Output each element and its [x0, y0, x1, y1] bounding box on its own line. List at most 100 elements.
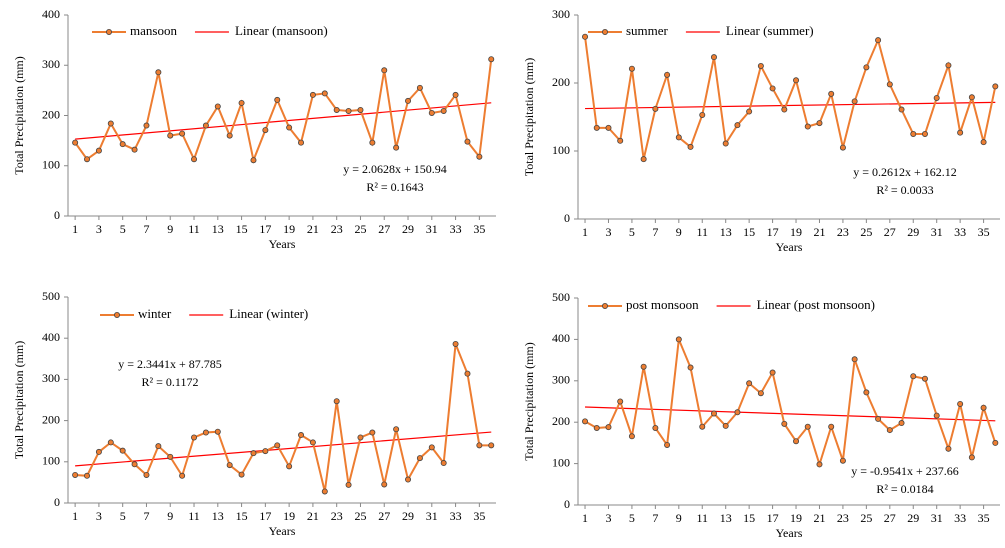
x-tick-label: 17	[767, 511, 779, 525]
point	[238, 99, 245, 106]
y-tick-label: 400	[42, 7, 60, 21]
annotation: y = 2.3441x + 87.785	[118, 357, 222, 371]
point	[202, 429, 209, 436]
point	[84, 156, 91, 163]
x-tick-label: 19	[790, 511, 802, 525]
point	[734, 409, 741, 416]
x-tick-label: 25	[354, 222, 366, 236]
y-tick-label: 300	[552, 373, 570, 387]
point	[262, 448, 269, 455]
x-tick-label: 19	[790, 225, 802, 239]
annotation: R² = 0.1172	[142, 375, 199, 389]
point	[804, 423, 811, 430]
x-tick-label: 11	[188, 222, 200, 236]
point	[992, 439, 999, 446]
point	[851, 98, 858, 105]
point	[428, 444, 435, 451]
y-tick-label: 500	[42, 289, 60, 303]
legend-label: winter	[138, 306, 172, 321]
point	[226, 132, 233, 139]
point	[226, 462, 233, 469]
point	[593, 124, 600, 131]
x-axis-label: Years	[269, 237, 296, 251]
x-tick-label: 1	[582, 511, 588, 525]
x-tick-label: 3	[605, 511, 611, 525]
point	[710, 54, 717, 61]
x-tick-label: 31	[931, 511, 943, 525]
trend-line	[585, 406, 996, 422]
point	[202, 122, 209, 129]
point	[605, 424, 612, 431]
point	[664, 441, 671, 448]
x-tick-label: 1	[582, 225, 588, 239]
y-tick-label: 400	[42, 330, 60, 344]
point	[119, 141, 126, 148]
point	[980, 404, 987, 411]
point	[886, 81, 893, 88]
point	[143, 122, 150, 129]
point	[863, 389, 870, 396]
point	[628, 65, 635, 72]
point	[393, 144, 400, 151]
x-tick-label: 23	[331, 509, 343, 523]
point	[238, 471, 245, 478]
point	[746, 380, 753, 387]
point	[875, 37, 882, 44]
point	[333, 106, 340, 113]
point	[72, 139, 79, 146]
point	[286, 124, 293, 131]
x-tick-label: 13	[720, 511, 732, 525]
point	[488, 442, 495, 449]
point	[250, 157, 257, 164]
x-tick-label: 7	[143, 509, 149, 523]
point	[910, 373, 917, 380]
x-tick-label: 29	[402, 222, 414, 236]
point	[699, 111, 706, 118]
x-tick-label: 19	[283, 509, 295, 523]
point	[95, 448, 102, 455]
point	[405, 97, 412, 104]
series-line	[74, 59, 493, 164]
point	[262, 127, 269, 134]
x-tick-label: 5	[629, 225, 635, 239]
legend-label: post monsoon	[626, 297, 699, 312]
x-tick-label: 13	[212, 222, 224, 236]
point	[357, 434, 364, 441]
y-axis-label: Total Precipitation (mm)	[12, 341, 26, 459]
legend-marker	[602, 28, 609, 35]
y-tick-label: 0	[54, 495, 60, 509]
x-tick-label: 29	[907, 511, 919, 525]
x-tick-label: 31	[931, 225, 943, 239]
point	[992, 83, 999, 90]
x-axis-label: Years	[269, 524, 296, 538]
point	[440, 107, 447, 114]
point	[191, 434, 198, 441]
point	[309, 439, 316, 446]
y-tick-label: 200	[42, 107, 60, 121]
point	[345, 481, 352, 488]
y-axis-label: Total Precipitation (mm)	[12, 56, 26, 174]
x-tick-label: 3	[96, 222, 102, 236]
point	[617, 398, 624, 405]
point	[95, 147, 102, 154]
point	[405, 476, 412, 483]
point	[664, 71, 671, 78]
point	[452, 91, 459, 98]
point	[781, 420, 788, 427]
y-tick-label: 0	[54, 208, 60, 222]
y-axis-label: Total Precipitation (mm)	[522, 342, 536, 460]
legend-label: mansoon	[130, 23, 177, 38]
point	[933, 412, 940, 419]
point	[107, 439, 114, 446]
point	[793, 77, 800, 84]
x-tick-label: 15	[236, 222, 248, 236]
point	[179, 472, 186, 479]
point	[898, 106, 905, 113]
point	[687, 143, 694, 150]
series-line	[584, 339, 997, 468]
y-tick-label: 300	[42, 371, 60, 385]
point	[179, 130, 186, 137]
point	[828, 90, 835, 97]
x-tick-label: 5	[629, 511, 635, 525]
